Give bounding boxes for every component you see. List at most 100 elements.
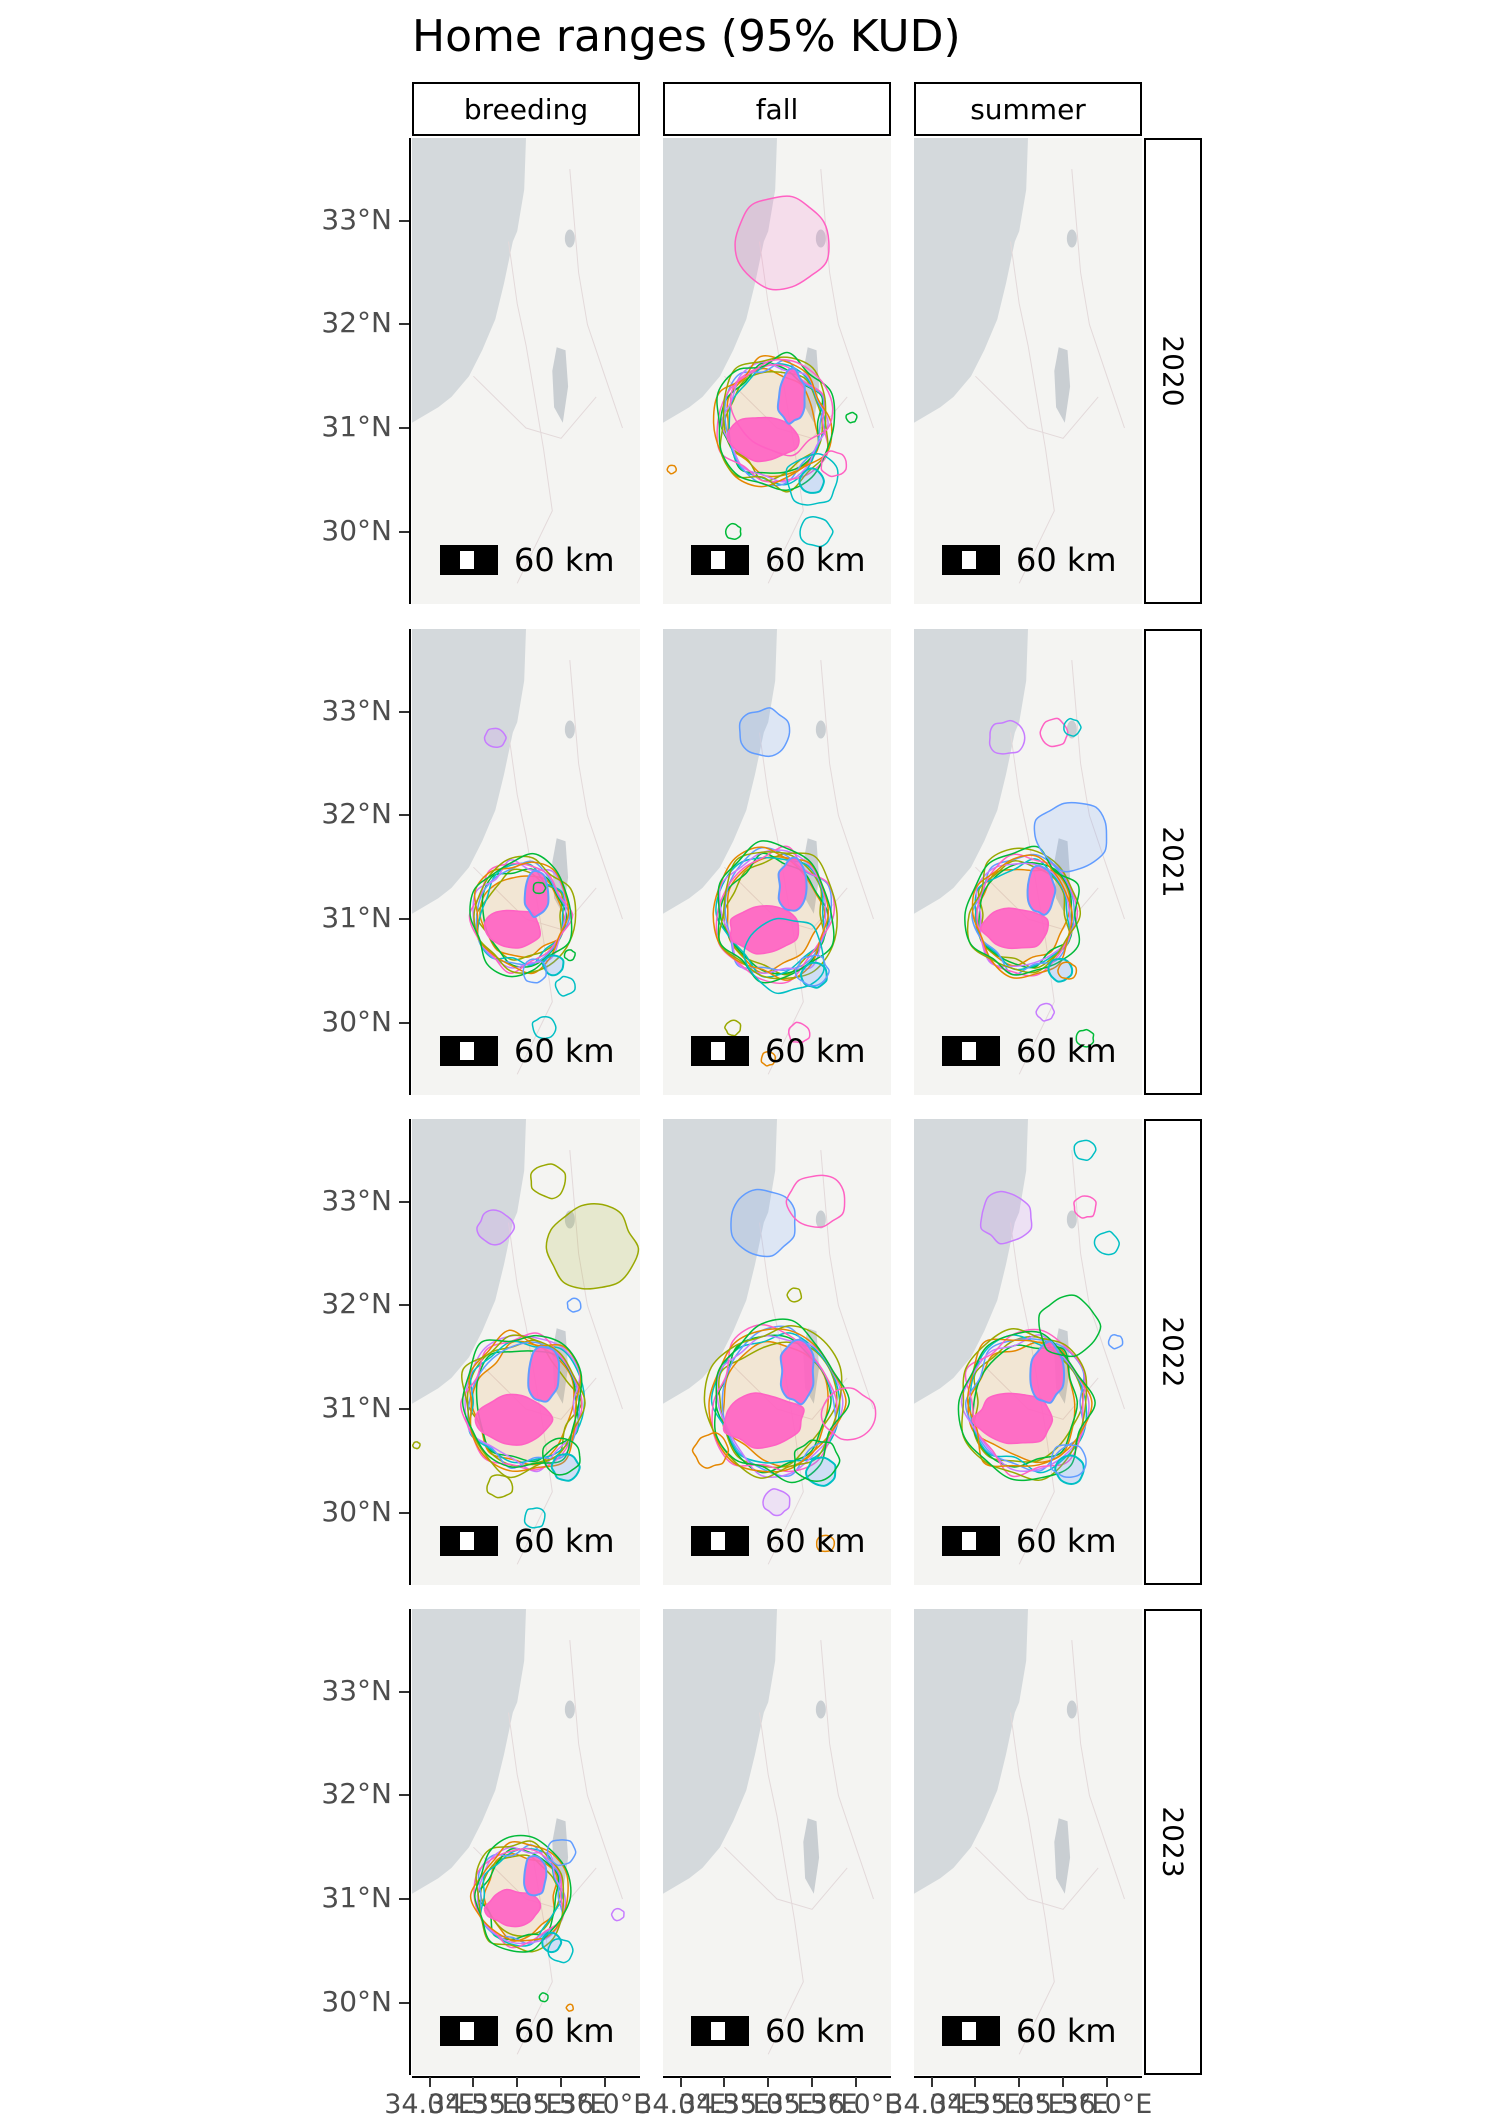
road-line — [820, 1640, 874, 1900]
home-range-contour — [486, 1474, 514, 1499]
home-range-contour — [541, 1437, 581, 1476]
y-tick — [399, 426, 409, 429]
y-tick-label: 30°N — [321, 1004, 392, 1038]
x-tick — [428, 2077, 431, 2087]
y-tick-label: 33°N — [321, 1183, 392, 1217]
core-range-south — [1054, 1454, 1085, 1485]
map-svg — [663, 138, 891, 604]
y-tick-label: 33°N — [321, 202, 392, 236]
facet-strip-breeding: breeding — [412, 82, 640, 136]
scale-bar: 60 km — [440, 2015, 615, 2047]
core-range-south — [541, 954, 565, 977]
home-range-contour — [820, 450, 848, 478]
home-range-contour — [522, 958, 547, 984]
core-range-north — [523, 869, 550, 918]
facet-strip-label: 2020 — [1156, 335, 1190, 407]
road-line — [508, 241, 553, 584]
sea-area — [663, 629, 777, 914]
scale-bar-label: 60 km — [514, 2012, 615, 2050]
scale-bar: 60 km — [942, 1525, 1117, 1557]
x-tick — [679, 2077, 682, 2087]
x-tick-label: 36.0°E — [1061, 2089, 1153, 2120]
map-svg — [914, 1119, 1142, 1585]
dead-sea — [803, 1818, 820, 1894]
scale-bar-graphic — [691, 1526, 749, 1556]
home-range-contour — [820, 1387, 877, 1441]
home-range-contour — [788, 1021, 811, 1044]
sea-of-galilee — [815, 1700, 826, 1719]
home-range-contour — [724, 522, 742, 540]
map-svg — [914, 629, 1142, 1095]
home-range-contour — [716, 351, 836, 491]
scale-bar-label: 60 km — [514, 541, 615, 579]
x-tick — [811, 2077, 814, 2087]
sea-of-galilee — [564, 229, 575, 248]
home-range-contour — [1073, 1139, 1097, 1162]
road-line — [569, 660, 623, 920]
scale-bar-label: 60 km — [765, 541, 866, 579]
y-tick — [399, 1511, 409, 1514]
home-range-contour — [566, 1297, 582, 1313]
scale-bar-graphic — [942, 1036, 1000, 1066]
y-tick — [399, 1200, 409, 1203]
map-svg — [412, 629, 640, 1095]
scale-bar: 60 km — [691, 544, 866, 576]
home-range-contour — [468, 1329, 582, 1472]
home-range-contour — [412, 1441, 421, 1450]
map-panel-2022-breeding: 60 km — [412, 1119, 640, 1585]
map-panel-2023-breeding: 60 km — [412, 1609, 640, 2075]
facet-strip-2023: 2023 — [1144, 1609, 1202, 2075]
map-svg — [412, 1119, 640, 1585]
scale-bar-label: 60 km — [1016, 2012, 1117, 2050]
home-range-contour — [964, 845, 1081, 976]
home-range-contour — [483, 727, 507, 749]
home-range-contour — [547, 1938, 574, 1964]
home-range-contour — [845, 411, 858, 424]
road-line — [569, 1640, 623, 1900]
scale-bar: 60 km — [440, 544, 615, 576]
dead-sea — [552, 347, 569, 423]
home-range-contour — [666, 464, 677, 475]
home-range-contour — [717, 840, 835, 984]
home-range-contour — [464, 1334, 581, 1473]
road-line — [820, 169, 874, 429]
sea-of-galilee — [1066, 229, 1077, 248]
home-range-contour — [965, 1338, 1085, 1472]
home-range-contour — [799, 515, 834, 548]
home-range-contour — [1033, 801, 1108, 873]
x-tick — [516, 2077, 519, 2087]
home-range-contour — [708, 1328, 847, 1473]
y-tick-label: 30°N — [321, 513, 392, 547]
core-range-north — [527, 1345, 561, 1403]
scale-bar: 60 km — [691, 1035, 866, 1067]
x-axis-line — [914, 2076, 1142, 2078]
home-range-contour — [545, 1203, 640, 1290]
scale-bar-label: 60 km — [1016, 541, 1117, 579]
scale-bar-label: 60 km — [765, 1032, 866, 1070]
dead-sea — [1054, 1818, 1071, 1894]
core-range — [726, 416, 800, 463]
x-tick — [974, 2077, 977, 2087]
home-range-contour — [1073, 1195, 1097, 1219]
facet-strip-summer: summer — [914, 82, 1142, 136]
road-line — [1071, 1640, 1125, 1900]
map-panel-2021-breeding: 60 km — [412, 629, 640, 1095]
road-line — [569, 169, 623, 429]
x-axis-line — [412, 2076, 640, 2078]
map-svg — [412, 138, 640, 604]
scale-bar-label: 60 km — [1016, 1522, 1117, 1560]
home-range-contour — [532, 881, 547, 895]
home-range-contour — [971, 854, 1073, 979]
sea-of-galilee — [815, 1210, 826, 1229]
scale-bar-graphic — [691, 2016, 749, 2046]
home-range-contour — [712, 355, 833, 488]
map-svg — [412, 1609, 640, 2075]
core-range-north — [1029, 1340, 1066, 1404]
scale-bar-graphic — [440, 1526, 498, 1556]
sea-area — [663, 1119, 777, 1404]
y-axis-line — [409, 1119, 411, 1585]
scale-bar: 60 km — [440, 1035, 615, 1067]
y-tick-label: 30°N — [321, 1984, 392, 2018]
y-tick — [399, 814, 409, 817]
y-axis-line — [409, 629, 411, 1095]
